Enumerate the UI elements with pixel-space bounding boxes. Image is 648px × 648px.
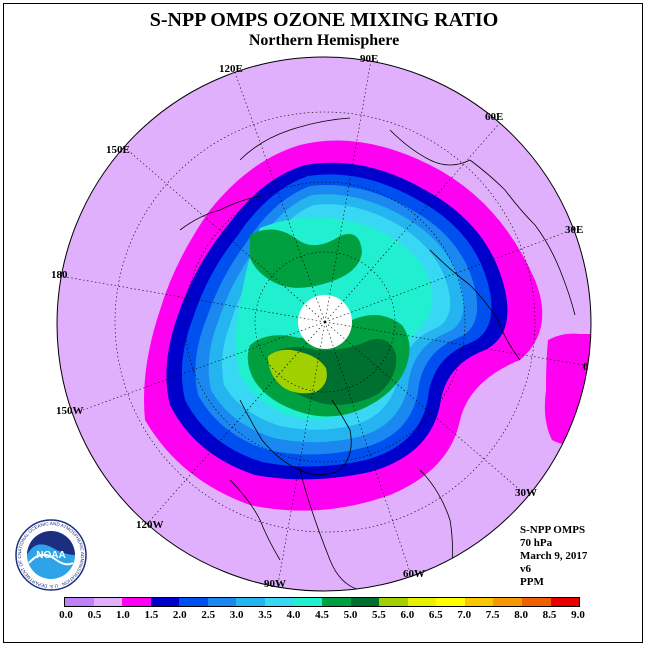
band-4.5-5.0-a bbox=[250, 229, 362, 288]
colorbar-segment bbox=[550, 598, 580, 606]
graticule bbox=[59, 59, 591, 585]
info-block: S-NPP OMPS 70 hPa March 9, 2017 v6 PPM bbox=[520, 524, 587, 589]
lon-label-30w: 30W bbox=[515, 487, 537, 499]
colorbar-segment bbox=[322, 598, 351, 606]
logo-wave bbox=[28, 553, 74, 566]
colorbar-tick-label: 0.5 bbox=[87, 609, 102, 621]
colorbar-segment bbox=[522, 598, 551, 606]
colorbar-tick-label: 5.5 bbox=[372, 609, 386, 621]
colorbar-tick-label: 8.0 bbox=[514, 609, 528, 621]
colorbar-tick-label: 3.0 bbox=[229, 609, 244, 621]
info-pressure: 70 hPa bbox=[520, 537, 553, 549]
colorbar-segment bbox=[150, 598, 180, 606]
colorbar bbox=[64, 597, 580, 607]
colorbar-segment bbox=[493, 598, 522, 606]
colorbar-segment bbox=[350, 598, 380, 606]
colorbar-tick-label: 4.5 bbox=[315, 609, 329, 621]
logo-text: NOAA bbox=[36, 550, 65, 561]
colorbar-segment bbox=[207, 598, 237, 606]
colorbar-segment bbox=[179, 598, 208, 606]
colorbar-tick-label: 0.0 bbox=[59, 609, 73, 621]
info-version: v6 bbox=[520, 563, 531, 575]
colorbar-tick-label: 3.5 bbox=[258, 609, 272, 621]
colorbar-tick-label: 9.0 bbox=[571, 609, 585, 621]
disc-outline bbox=[56, 56, 592, 592]
map-subtitle: Northern Hemisphere bbox=[248, 32, 400, 49]
lon-label-60w: 60W bbox=[403, 568, 425, 580]
colorbar-segment bbox=[93, 598, 123, 606]
colorbar-segment bbox=[122, 598, 151, 606]
colorbar-segment bbox=[464, 598, 494, 606]
lon-label-90w: 90W bbox=[264, 578, 286, 590]
lon-label-120w: 120W bbox=[136, 519, 164, 531]
colorbar-tick-label: 2.5 bbox=[201, 609, 216, 621]
lon-label-120e: 120E bbox=[219, 63, 243, 75]
colorbar-tick-label: 1.0 bbox=[116, 609, 130, 621]
lon-label-90e: 90E bbox=[360, 53, 378, 65]
map-title: S-NPP OMPS OZONE MIXING RATIO bbox=[149, 9, 499, 31]
colorbar-segment bbox=[407, 598, 437, 606]
colorbar-tick-label: 2.0 bbox=[172, 609, 187, 621]
info-instrument: S-NPP OMPS bbox=[520, 524, 586, 536]
colorbar-tick-label: 7.0 bbox=[457, 609, 472, 621]
colorbar-tick-label: 1.5 bbox=[144, 609, 159, 621]
noaa-logo: NATIONAL OCEANIC AND ATMOSPHERIC ADMINIS… bbox=[15, 519, 87, 591]
colorbar-ticks: 0.0 0.5 1.0 1.5 2.0 2.5 3.0 3.5 4.0 4.5 5.0 5.5 6.0 6… bbox=[0, 609, 648, 623]
lon-label-0: 0 bbox=[583, 361, 589, 373]
lon-label-60e: 60E bbox=[485, 111, 503, 123]
colorbar-tick-label: 7.5 bbox=[485, 609, 500, 621]
colorbar-segment bbox=[236, 598, 265, 606]
colorbar-segment bbox=[379, 598, 408, 606]
colorbar-tick-label: 6.0 bbox=[400, 609, 415, 621]
info-units: PPM bbox=[520, 576, 544, 588]
lon-label-30e: 30E bbox=[565, 224, 583, 236]
lon-label-150w: 150W bbox=[56, 405, 84, 417]
logo-sky bbox=[27, 531, 75, 555]
colorbar-segment bbox=[65, 598, 94, 606]
coastlines bbox=[179, 117, 576, 591]
colorbar-segment bbox=[293, 598, 323, 606]
colorbar-tick-label: 6.5 bbox=[428, 609, 443, 621]
map-disc bbox=[57, 57, 591, 591]
figure-frame bbox=[3, 3, 643, 643]
colorbar-tick-label: 8.5 bbox=[542, 609, 557, 621]
lon-label-150e: 150E bbox=[106, 144, 130, 156]
info-date: March 9, 2017 bbox=[520, 550, 588, 562]
colorbar-tick-label: 5.0 bbox=[343, 609, 358, 621]
colorbar-segment bbox=[264, 598, 294, 606]
colorbar-segment bbox=[436, 598, 465, 606]
lon-label-180: 180 bbox=[51, 269, 68, 281]
band-atlantic-1.0-1.5 bbox=[544, 333, 591, 445]
colorbar-tick-label: 4.0 bbox=[286, 609, 301, 621]
band-5.5-6.0 bbox=[268, 349, 327, 394]
